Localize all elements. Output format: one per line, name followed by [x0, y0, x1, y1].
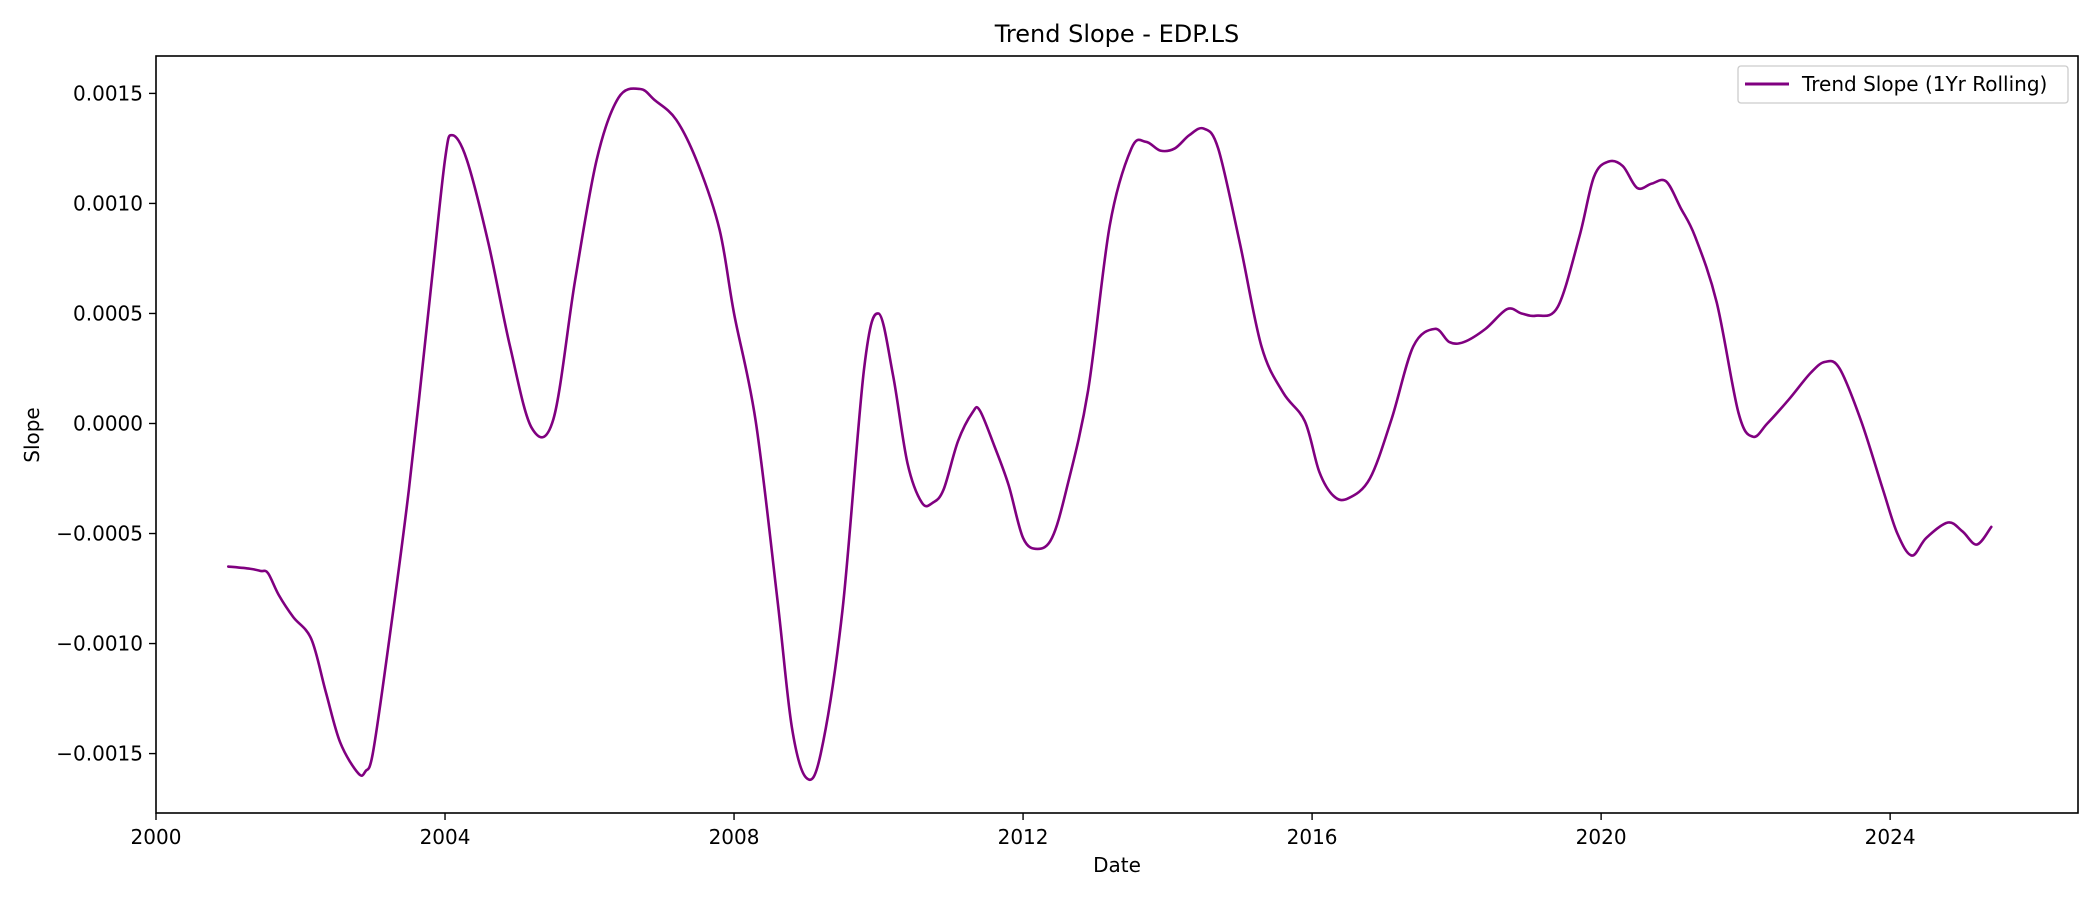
x-tick-label: 2008: [709, 825, 760, 849]
plot-frame: [155, 55, 2079, 814]
y-axis-label: Slope: [20, 407, 44, 463]
x-tick-label: 2024: [1865, 825, 1916, 849]
x-tick-label: 2016: [1287, 825, 1338, 849]
y-tick-label: 0.0010: [73, 191, 143, 215]
y-tick-label: 0.0015: [73, 81, 143, 105]
plot-area: [226, 87, 1993, 782]
legend-box: [1737, 65, 2069, 104]
y-tick-label: 0.0000: [73, 411, 143, 435]
x-tick-label: 2012: [998, 825, 1049, 849]
y-tick-label: −0.0015: [56, 742, 143, 766]
x-axis: 2000 2004 2008 2012 2016 2020 2024: [131, 813, 1916, 849]
chart-title: Trend Slope - EDP.LS: [994, 20, 1239, 48]
x-tick-label: 2020: [1576, 825, 1627, 849]
series-line-trend-slope: [226, 87, 1993, 782]
y-tick-label: −0.0010: [56, 632, 143, 656]
y-tick-label: 0.0005: [73, 301, 143, 325]
y-tick-label: −0.0005: [56, 522, 143, 546]
legend-label: Trend Slope (1Yr Rolling): [1801, 72, 2047, 96]
y-axis: 0.0015 0.0010 0.0005 0.0000 −0.0005 −0.0010 −0…: [56, 81, 156, 766]
x-axis-label: Date: [1093, 853, 1141, 877]
x-tick-label: 2004: [420, 825, 471, 849]
x-tick-label: 2000: [131, 825, 182, 849]
legend: Trend Slope (1Yr Rolling): [1737, 65, 2069, 104]
